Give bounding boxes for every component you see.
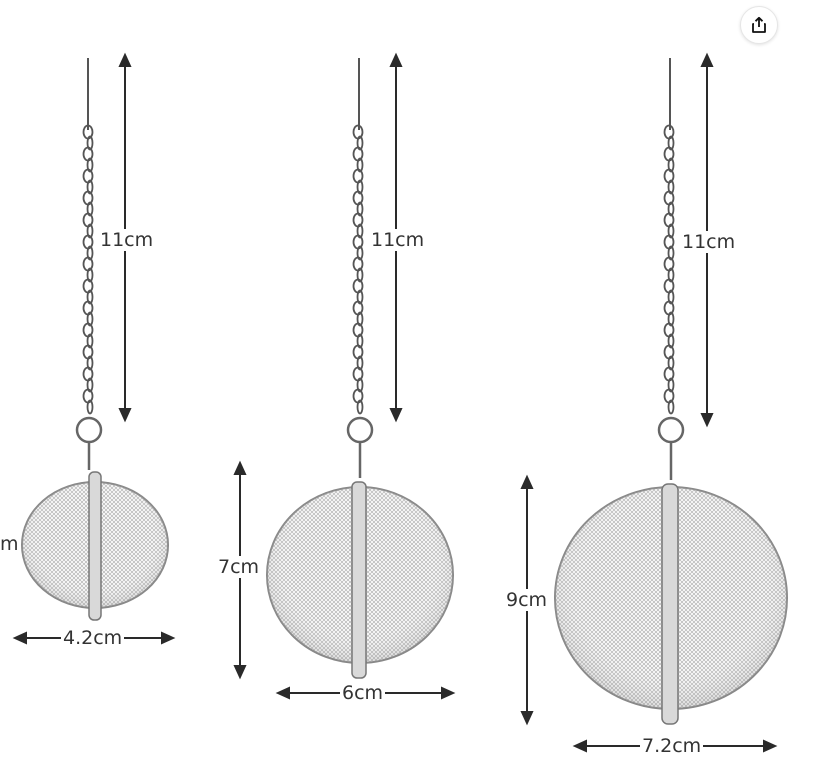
width-label-medium: 6cm: [340, 682, 386, 704]
chain-link: [356, 399, 364, 415]
chain-link: [667, 289, 675, 305]
chain-link: [667, 179, 675, 195]
height-label-large: 9cm: [504, 589, 550, 611]
chain-link: [356, 311, 364, 327]
chain-link: [356, 223, 364, 239]
chain-link: [86, 399, 94, 415]
height-label-small: m: [0, 533, 21, 555]
chain-link: [356, 289, 364, 305]
chain: [352, 124, 364, 415]
chain-length-label-small: 11cm: [98, 229, 156, 251]
chain-link: [667, 333, 675, 349]
height-label-medium: 7cm: [216, 556, 262, 578]
chain-link: [667, 135, 675, 151]
chain-link: [86, 201, 94, 217]
chain-link: [86, 245, 94, 261]
chain-link: [356, 267, 364, 283]
infuser-medium: [266, 58, 454, 679]
chain-link: [86, 267, 94, 283]
chain-link: [667, 267, 675, 283]
chain-link: [667, 201, 675, 217]
chain-link: [86, 135, 94, 151]
chain-length-label-large: 11cm: [680, 231, 738, 253]
chain-link: [356, 377, 364, 393]
chain-link: [356, 333, 364, 349]
chain-link: [86, 377, 94, 393]
chain-link: [86, 333, 94, 349]
chain-link: [667, 157, 675, 173]
chain-link: [356, 201, 364, 217]
chain-link: [667, 377, 675, 393]
chain-link: [667, 399, 675, 415]
chain-link: [667, 245, 675, 261]
chain-link: [86, 157, 94, 173]
share-button[interactable]: [740, 6, 778, 44]
chain: [82, 124, 94, 415]
chain-link: [86, 223, 94, 239]
chain-link: [667, 311, 675, 327]
chain: [663, 124, 675, 415]
chain-link: [86, 289, 94, 305]
chain-link: [667, 223, 675, 239]
chain-link: [356, 245, 364, 261]
chain-link: [86, 355, 94, 371]
chain-length-label-medium: 11cm: [369, 229, 427, 251]
infuser-large: [554, 58, 788, 725]
ring: [75, 416, 103, 444]
infuser-small: [21, 58, 169, 621]
chain-link: [356, 157, 364, 173]
width-label-small: 4.2cm: [61, 627, 125, 649]
chain-link: [356, 135, 364, 151]
share-icon: [752, 16, 766, 33]
hinge-band: [88, 471, 102, 621]
chain-link: [86, 179, 94, 195]
chain-link: [86, 311, 94, 327]
chain-link: [667, 355, 675, 371]
width-label-large: 7.2cm: [640, 735, 704, 757]
chain-link: [356, 179, 364, 195]
chain-link: [356, 355, 364, 371]
